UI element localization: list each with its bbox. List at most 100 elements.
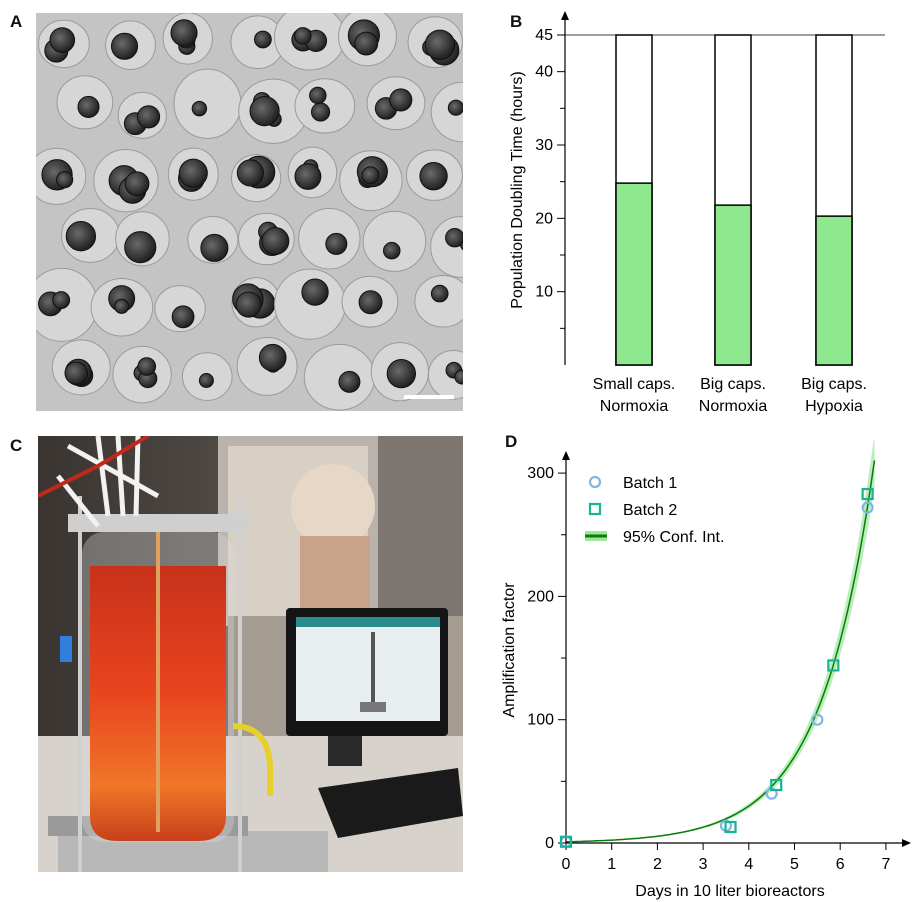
cell-aggregate bbox=[124, 231, 157, 264]
cell-aggregate bbox=[200, 233, 229, 262]
cell-aggregate bbox=[235, 291, 262, 318]
cell-aggregate bbox=[191, 100, 208, 117]
y-tick-label: 100 bbox=[527, 712, 554, 729]
cell-aggregate bbox=[454, 369, 463, 385]
cell-aggregate bbox=[325, 232, 348, 255]
y-tick-label: 30 bbox=[535, 137, 553, 154]
cell-aggregate bbox=[447, 99, 463, 116]
capsule bbox=[362, 210, 427, 272]
category-label: Big caps. Hypoxia bbox=[801, 376, 867, 415]
category-label-line: Normoxia bbox=[699, 398, 768, 415]
legend-batch2-marker bbox=[588, 502, 602, 516]
cell-aggregate bbox=[389, 88, 413, 112]
capsule bbox=[303, 343, 376, 411]
capsule-group bbox=[36, 13, 463, 411]
cell-aggregate bbox=[424, 29, 456, 61]
x-tick-label: 3 bbox=[699, 856, 708, 873]
batch1-point bbox=[811, 713, 824, 726]
cell-aggregate bbox=[178, 158, 208, 188]
legend-ci-label: 95% Conf. Int. bbox=[623, 529, 724, 546]
cell-aggregate bbox=[52, 291, 71, 309]
category-label-line: Small caps. bbox=[593, 376, 676, 393]
cell-aggregate bbox=[198, 373, 214, 389]
x-axis-arrow bbox=[902, 839, 911, 847]
x-axis-label: Days in 10 liter bioreactors bbox=[635, 883, 824, 900]
x-tick-label: 6 bbox=[836, 856, 845, 873]
cell-aggregate bbox=[361, 166, 380, 185]
keyboard bbox=[318, 768, 463, 838]
bar bbox=[615, 182, 653, 366]
y-tick-label: 10 bbox=[535, 284, 553, 301]
cell-aggregate bbox=[419, 162, 448, 191]
batch2-point bbox=[827, 659, 840, 672]
cell-aggregate bbox=[258, 343, 287, 372]
fit-line bbox=[565, 460, 876, 843]
batch2-point bbox=[559, 835, 573, 848]
cell-aggregate bbox=[254, 30, 272, 49]
category-label-line: Big caps. bbox=[700, 376, 766, 393]
cell-aggregate bbox=[310, 102, 331, 122]
bar bbox=[714, 204, 752, 366]
y-tick-label: 45 bbox=[535, 27, 553, 44]
cell-aggregate bbox=[301, 278, 329, 306]
cell-aggregate bbox=[294, 27, 312, 45]
cell-aggregate bbox=[124, 171, 150, 197]
y-tick-label: 300 bbox=[527, 465, 554, 482]
category-label-line: Big caps. bbox=[801, 376, 867, 393]
cell-aggregate bbox=[338, 370, 361, 393]
panel-label-c: C bbox=[10, 436, 23, 455]
category-label-line: Normoxia bbox=[600, 398, 669, 415]
cell-aggregate bbox=[386, 358, 417, 389]
cell-aggregate bbox=[354, 31, 379, 56]
cell-aggregate bbox=[358, 290, 383, 315]
panel-label-b: B bbox=[510, 12, 523, 31]
x-tick-label: 7 bbox=[881, 856, 890, 873]
bar bbox=[815, 215, 853, 366]
cell-aggregate bbox=[49, 27, 76, 53]
amplification-chart: 0 100 200 300 0 1 2 3 4 5 6 7 Batch 1 Batch 2 95% Con… bbox=[501, 440, 911, 900]
cell-aggregate bbox=[114, 298, 130, 314]
cell-aggregate bbox=[136, 105, 161, 129]
cell-aggregate bbox=[170, 19, 198, 47]
cell-aggregate bbox=[294, 163, 322, 190]
legend-batch1-label: Batch 1 bbox=[623, 475, 677, 492]
category-label: Small caps. Normoxia bbox=[593, 376, 676, 415]
batch1-point bbox=[861, 501, 874, 514]
capsule bbox=[430, 81, 463, 143]
y-axis-label: Population Doubling Time (hours) bbox=[509, 71, 526, 308]
batch2-point bbox=[770, 778, 783, 792]
y-tick-label: 20 bbox=[535, 210, 553, 227]
x-tick-label: 4 bbox=[744, 856, 753, 873]
x-tick-label: 5 bbox=[790, 856, 799, 873]
legend-batch2-label: Batch 2 bbox=[623, 502, 677, 519]
y-axis-label: Amplification factor bbox=[501, 582, 518, 718]
cell-aggregate bbox=[171, 305, 195, 329]
cell-aggregate bbox=[430, 284, 449, 303]
category-label-line: Hypoxia bbox=[805, 398, 863, 415]
y-tick-label: 200 bbox=[527, 588, 554, 605]
cell-aggregate bbox=[261, 227, 290, 255]
cell-aggregate bbox=[309, 86, 327, 105]
cell-aggregate bbox=[77, 95, 100, 119]
y-tick-label: 40 bbox=[535, 64, 553, 81]
panel-label-a: A bbox=[10, 12, 23, 31]
bioreactor-photo bbox=[38, 436, 463, 872]
category-label: Big caps. Normoxia bbox=[699, 376, 768, 415]
scale-bar bbox=[404, 395, 454, 399]
cell-aggregate bbox=[249, 96, 280, 127]
cell-aggregate bbox=[382, 241, 401, 260]
y-axis-arrow bbox=[561, 11, 569, 20]
bioreactor-vessel bbox=[38, 436, 328, 872]
x-tick-label: 0 bbox=[562, 856, 571, 873]
y-axis-arrow bbox=[562, 451, 570, 460]
confidence-band bbox=[566, 440, 875, 842]
cell-aggregate bbox=[137, 357, 157, 376]
x-tick-label: 1 bbox=[607, 856, 616, 873]
batch2-point bbox=[861, 487, 874, 501]
batch2-point bbox=[724, 820, 737, 834]
cell-aggregate bbox=[445, 227, 463, 248]
legend-batch1-marker bbox=[588, 475, 602, 489]
cell-aggregate bbox=[64, 361, 88, 385]
cell-aggregate bbox=[65, 221, 97, 252]
x-tick-label: 2 bbox=[653, 856, 662, 873]
